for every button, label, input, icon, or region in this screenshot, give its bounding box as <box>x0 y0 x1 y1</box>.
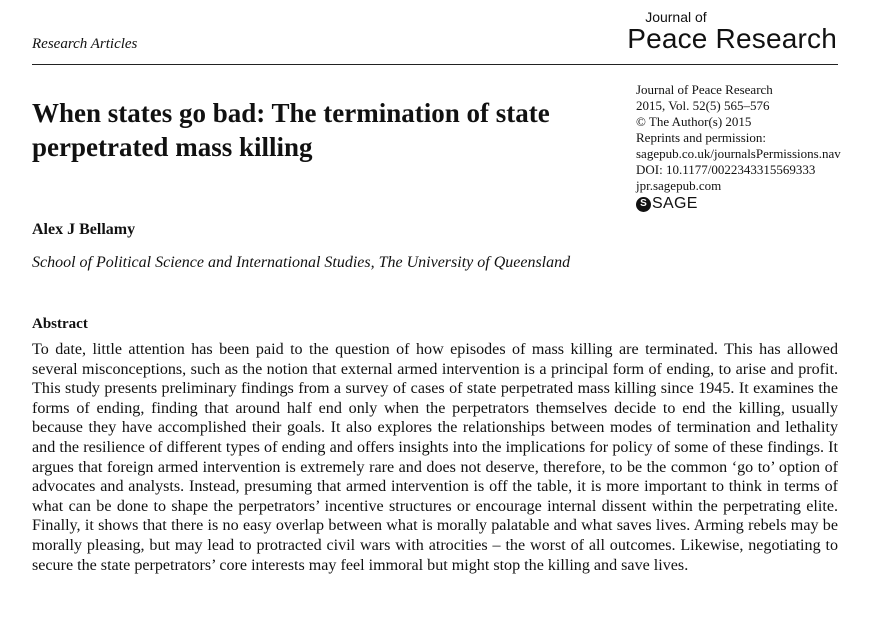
header-rule <box>32 64 838 65</box>
journal-logo-name: Peace Research <box>627 23 837 54</box>
meta-volume: 2015, Vol. 52(5) 565–576 <box>636 98 770 113</box>
author-name: Alex J Bellamy <box>32 221 136 238</box>
journal-logo: Journal of Peace Research <box>627 10 837 54</box>
meta-permissions-link[interactable]: sagepub.co.uk/journalsPermissions.nav <box>636 146 841 161</box>
meta-journal-site[interactable]: jpr.sagepub.com <box>636 178 722 193</box>
section-label: Research Articles <box>32 36 138 52</box>
meta-journal: Journal of Peace Research <box>636 82 773 97</box>
sage-icon: S <box>636 196 651 212</box>
author-affiliation: School of Political Science and Internat… <box>32 254 571 271</box>
meta-doi[interactable]: DOI: 10.1177/0022343315569333 <box>636 162 816 177</box>
abstract-heading: Abstract <box>32 316 88 332</box>
meta-reprints: Reprints and permission: <box>636 130 766 145</box>
sage-logo: S SAGE <box>636 196 871 212</box>
journal-logo-small: Journal of <box>645 9 707 25</box>
article-metadata: Journal of Peace Research 2015, Vol. 52(… <box>636 82 871 212</box>
sage-wordmark: SAGE <box>652 195 698 212</box>
article-title: When states go bad: The termination of s… <box>32 98 550 162</box>
abstract-body: To date, little attention has been paid … <box>32 341 838 574</box>
meta-copyright: © The Author(s) 2015 <box>636 114 752 129</box>
